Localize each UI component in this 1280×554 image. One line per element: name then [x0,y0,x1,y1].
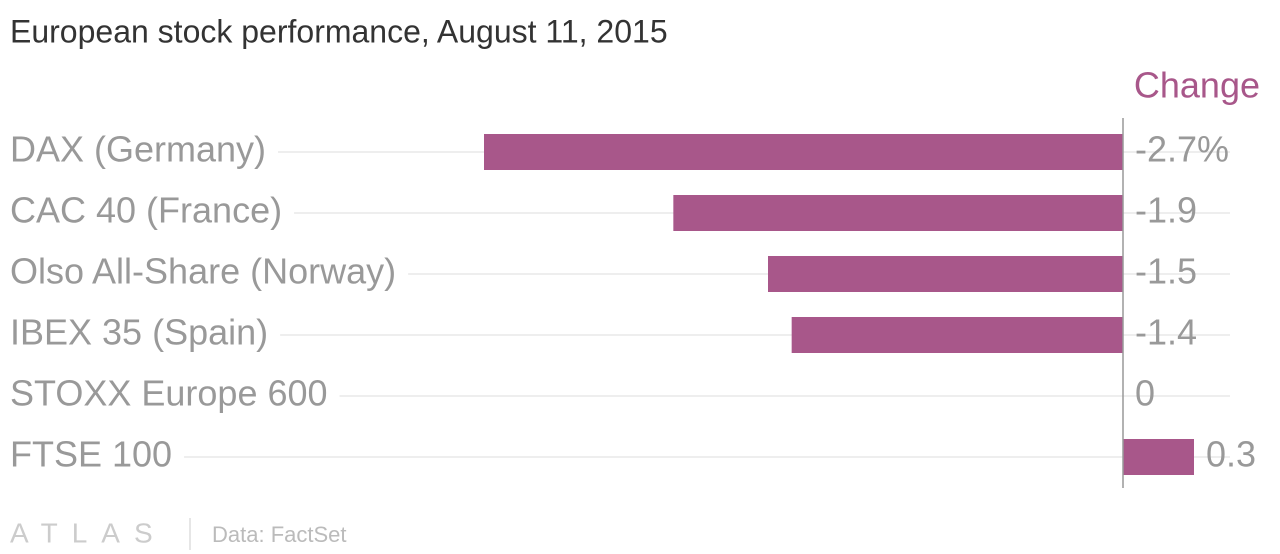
grid [184,151,1230,458]
logo: ATLAS [10,517,167,548]
value-label: -1.9 [1135,190,1197,231]
bar [484,134,1123,170]
chart-title: European stock performance, August 11, 2… [10,13,668,49]
category-label: FTSE 100 [10,434,172,475]
bar [1123,439,1194,475]
category-label: Olso All-Share (Norway) [10,251,396,292]
value-label: 0 [1135,373,1155,414]
column-header: Change [1134,65,1260,106]
bar [768,256,1123,292]
value-label: -1.5 [1135,251,1197,292]
value-label: 0.3 [1206,434,1256,475]
category-label: DAX (Germany) [10,129,266,170]
source: Data: FactSet [212,522,347,547]
category-label: STOXX Europe 600 [10,373,328,414]
bar [791,317,1123,353]
value-label: -2.7% [1135,129,1229,170]
category-label: IBEX 35 (Spain) [10,312,268,353]
bar [673,195,1123,231]
value-label: -1.4 [1135,312,1197,353]
category-label: CAC 40 (France) [10,190,282,231]
